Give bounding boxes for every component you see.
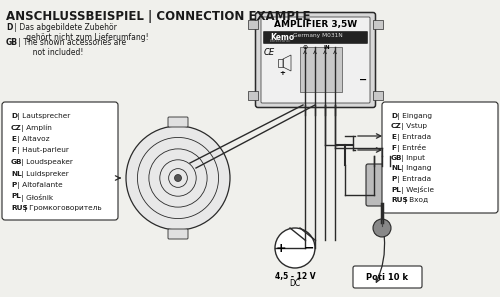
Bar xyxy=(373,20,383,29)
Text: −: − xyxy=(359,75,367,85)
Text: GB: GB xyxy=(11,159,22,165)
Text: F: F xyxy=(11,148,16,154)
Text: | Altofalante: | Altofalante xyxy=(15,182,62,189)
Text: P: P xyxy=(11,182,16,188)
Text: | Lautsprecher: | Lautsprecher xyxy=(15,113,70,120)
Text: CZ: CZ xyxy=(11,124,22,130)
Text: | Głośnik: | Głośnik xyxy=(18,194,52,201)
Text: Germany M031N: Germany M031N xyxy=(293,34,343,39)
Circle shape xyxy=(275,228,315,268)
Circle shape xyxy=(174,175,182,181)
Text: +: + xyxy=(276,241,286,255)
Text: D: D xyxy=(391,113,397,119)
Circle shape xyxy=(373,219,391,237)
Text: E: E xyxy=(11,136,16,142)
Bar xyxy=(248,20,258,29)
FancyBboxPatch shape xyxy=(353,266,422,288)
Text: ⊖: ⊖ xyxy=(302,45,307,50)
Text: −: − xyxy=(304,241,314,255)
Text: | Altavoz: | Altavoz xyxy=(15,136,50,143)
FancyBboxPatch shape xyxy=(264,31,368,43)
Text: | Vstup: | Vstup xyxy=(398,124,426,130)
FancyBboxPatch shape xyxy=(366,164,398,206)
Text: IN: IN xyxy=(324,45,330,50)
Text: Kemo: Kemo xyxy=(270,34,294,42)
Text: E: E xyxy=(391,134,396,140)
FancyBboxPatch shape xyxy=(261,17,370,103)
Text: D: D xyxy=(11,113,17,119)
Text: | Ingang: | Ingang xyxy=(398,165,431,173)
Text: 4,5 - 12 V: 4,5 - 12 V xyxy=(274,272,316,281)
Text: ANSCHLUSSBEISPIEL | CONNECTION EXAMPLE: ANSCHLUSSBEISPIEL | CONNECTION EXAMPLE xyxy=(6,10,310,23)
FancyBboxPatch shape xyxy=(2,102,118,220)
Bar xyxy=(278,59,283,67)
Text: | Input: | Input xyxy=(398,155,424,162)
Text: GB: GB xyxy=(6,38,18,47)
Text: | Luidspreker: | Luidspreker xyxy=(18,170,68,178)
Bar xyxy=(373,91,383,100)
Text: | Amplín: | Amplín xyxy=(18,124,52,132)
Circle shape xyxy=(126,126,230,230)
FancyBboxPatch shape xyxy=(382,102,498,213)
Text: NL: NL xyxy=(391,165,402,171)
Text: CE: CE xyxy=(264,48,275,57)
Text: Poti 10 k: Poti 10 k xyxy=(366,273,408,282)
Text: PL: PL xyxy=(11,194,21,200)
Text: | Вход: | Вход xyxy=(402,197,428,204)
Text: | Entrada: | Entrada xyxy=(395,176,431,183)
Text: DC: DC xyxy=(290,279,300,288)
Text: F: F xyxy=(391,145,396,151)
Text: | Loudspeaker: | Loudspeaker xyxy=(18,159,72,166)
Bar xyxy=(300,47,342,92)
Text: | The shown accessories are
       not included!: | The shown accessories are not included… xyxy=(16,38,126,57)
Text: | Громкоговоритель: | Громкоговоритель xyxy=(22,205,102,212)
Bar xyxy=(248,91,258,100)
Text: GB: GB xyxy=(391,155,402,161)
Text: | Das abgebildete Zubehör
      gehört nicht zum Lieferumfang!: | Das abgebildete Zubehör gehört nicht z… xyxy=(12,23,148,42)
Text: AMPLIFIER 3,5W: AMPLIFIER 3,5W xyxy=(274,20,357,29)
Text: NL: NL xyxy=(11,170,22,176)
FancyBboxPatch shape xyxy=(168,229,188,239)
Text: RUS: RUS xyxy=(11,205,28,211)
FancyBboxPatch shape xyxy=(256,12,376,108)
Text: | Entrada: | Entrada xyxy=(395,134,431,141)
Text: | Eingang: | Eingang xyxy=(395,113,432,120)
Text: Electronic: Electronic xyxy=(270,39,291,43)
Text: D: D xyxy=(6,23,12,32)
Text: | Haut-parleur: | Haut-parleur xyxy=(15,148,68,154)
Text: PL: PL xyxy=(391,187,401,192)
Text: RUS: RUS xyxy=(391,197,408,203)
Text: | Wejście: | Wejście xyxy=(398,187,434,195)
Text: P: P xyxy=(391,176,396,182)
Text: +: + xyxy=(279,70,285,76)
Text: CZ: CZ xyxy=(391,124,402,129)
Text: | Entrée: | Entrée xyxy=(395,145,426,152)
FancyBboxPatch shape xyxy=(168,117,188,127)
